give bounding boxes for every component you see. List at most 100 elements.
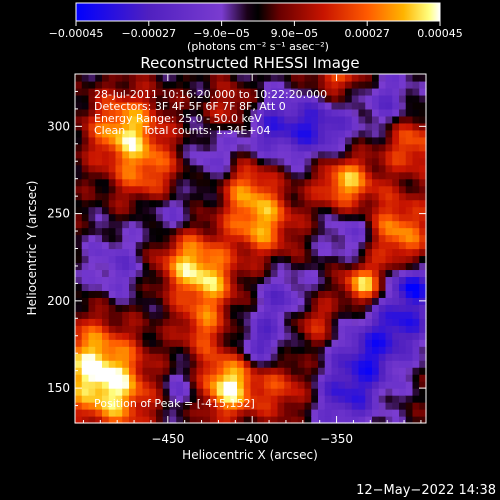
heatmap-cell	[324, 220, 333, 229]
heatmap-cell	[237, 262, 245, 271]
heatmap-cell	[365, 234, 373, 243]
heatmap-cell	[284, 276, 292, 284]
heatmap-cell	[324, 101, 333, 110]
heatmap-cell	[88, 115, 96, 124]
heatmap-cell	[250, 164, 258, 173]
heatmap-cell	[365, 101, 373, 110]
heatmap-cell	[176, 80, 184, 89]
heatmap-cell	[183, 94, 191, 103]
heatmap-cell	[95, 381, 103, 389]
heatmap-cell	[257, 409, 265, 417]
heatmap-cell	[291, 283, 299, 291]
heatmap-cell	[385, 108, 393, 117]
heatmap-cell	[324, 374, 333, 382]
heatmap-cell	[169, 269, 177, 278]
heatmap-cell	[156, 213, 164, 222]
heatmap-cell	[392, 227, 400, 236]
heatmap-cell	[419, 248, 427, 257]
heatmap-cell	[75, 367, 83, 375]
heatmap-cell	[378, 290, 387, 298]
heatmap-cell	[405, 164, 414, 173]
heatmap-cell	[230, 101, 238, 110]
heatmap-cell	[331, 248, 339, 257]
heatmap-cell	[250, 150, 258, 159]
heatmap-cell	[331, 171, 339, 180]
heatmap-cell	[257, 241, 265, 250]
heatmap-cell	[237, 248, 245, 257]
heatmap-cell	[243, 178, 252, 187]
heatmap-cell	[365, 395, 373, 403]
heatmap-cell	[351, 227, 360, 236]
heatmap-cell	[129, 199, 137, 208]
heatmap-cell	[304, 80, 312, 89]
heatmap-cell	[270, 108, 279, 117]
heatmap-cell	[230, 234, 238, 243]
heatmap-cell	[405, 360, 414, 368]
heatmap-cell	[318, 416, 326, 424]
heatmap-cell	[277, 122, 285, 131]
heatmap-cell	[291, 367, 299, 375]
heatmap-cell	[75, 192, 83, 201]
heatmap-cell	[142, 192, 150, 201]
heatmap-cell	[135, 115, 144, 124]
heatmap-cell	[385, 297, 393, 305]
heatmap-cell	[345, 157, 353, 166]
heatmap-cell	[237, 283, 245, 291]
heatmap-cell	[216, 269, 225, 278]
heatmap-cell	[189, 339, 198, 347]
heatmap-cell	[365, 269, 373, 278]
heatmap-cell	[358, 192, 366, 201]
heatmap-cell	[162, 136, 171, 145]
heatmap-cell	[324, 178, 333, 187]
heatmap-cell	[88, 416, 96, 424]
heatmap-cell	[291, 227, 299, 236]
heatmap-cell	[318, 178, 326, 187]
heatmap-cell	[129, 367, 137, 375]
heatmap-cell	[351, 80, 360, 89]
heatmap-cell	[284, 360, 292, 368]
heatmap-cell	[75, 409, 83, 417]
heatmap-cell	[284, 122, 292, 131]
heatmap-cell	[243, 143, 252, 152]
heatmap-cell	[210, 171, 218, 180]
heatmap-cell	[223, 255, 231, 264]
heatmap-cell	[183, 297, 191, 305]
heatmap-cell	[203, 402, 211, 410]
heatmap-cell	[419, 276, 427, 284]
heatmap-cell	[108, 74, 117, 82]
heatmap-cell	[88, 255, 96, 264]
heatmap-cell	[196, 74, 204, 82]
heatmap-cell	[270, 297, 279, 305]
heatmap-cell	[216, 74, 225, 82]
heatmap-cell	[122, 157, 130, 166]
heatmap-cell	[169, 360, 177, 368]
heatmap-cell	[142, 339, 150, 347]
heatmap-cell	[169, 346, 177, 354]
heatmap-cell	[351, 122, 360, 131]
heatmap-cell	[419, 136, 427, 145]
heatmap-cell	[405, 297, 414, 305]
heatmap-cell	[392, 283, 400, 291]
heatmap-cell	[378, 283, 387, 291]
heatmap-cell	[115, 213, 123, 222]
heatmap-cell	[372, 220, 380, 229]
heatmap-cell	[419, 234, 427, 243]
heatmap-cell	[372, 409, 380, 417]
heatmap-cell	[149, 206, 157, 215]
heatmap-cell	[108, 374, 117, 382]
heatmap-cell	[304, 87, 312, 96]
heatmap-cell	[385, 339, 393, 347]
heatmap-cell	[243, 234, 252, 243]
heatmap-cell	[243, 74, 252, 82]
heatmap-cell	[392, 290, 400, 298]
heatmap-cell	[311, 101, 319, 110]
heatmap-cell	[230, 136, 238, 145]
heatmap-cell	[169, 164, 177, 173]
heatmap-cell	[203, 122, 211, 131]
heatmap-cell	[277, 255, 285, 264]
heatmap-cell	[250, 108, 258, 117]
heatmap-cell	[176, 304, 184, 312]
heatmap-cell	[324, 206, 333, 215]
heatmap-cell	[318, 311, 326, 319]
heatmap-cell	[270, 269, 279, 278]
